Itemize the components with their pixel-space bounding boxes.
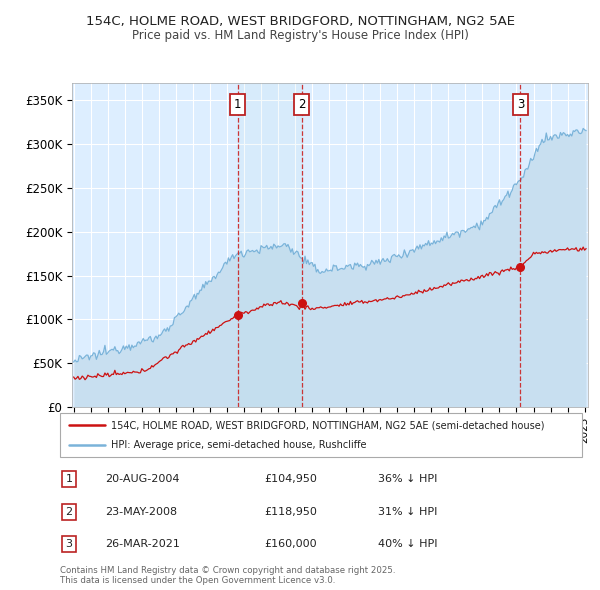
Text: 1: 1	[234, 98, 241, 111]
Text: 23-MAY-2008: 23-MAY-2008	[105, 507, 177, 517]
Text: 36% ↓ HPI: 36% ↓ HPI	[378, 474, 437, 484]
Text: Contains HM Land Registry data © Crown copyright and database right 2025.
This d: Contains HM Land Registry data © Crown c…	[60, 566, 395, 585]
Bar	[238, 83, 302, 407]
Text: 2: 2	[298, 98, 305, 111]
Text: 40% ↓ HPI: 40% ↓ HPI	[378, 539, 437, 549]
Text: 3: 3	[517, 98, 524, 111]
Text: 31% ↓ HPI: 31% ↓ HPI	[378, 507, 437, 517]
Text: 26-MAR-2021: 26-MAR-2021	[105, 539, 180, 549]
Text: 3: 3	[65, 539, 73, 549]
Text: 154C, HOLME ROAD, WEST BRIDGFORD, NOTTINGHAM, NG2 5AE: 154C, HOLME ROAD, WEST BRIDGFORD, NOTTIN…	[86, 15, 515, 28]
Text: 1: 1	[65, 474, 73, 484]
Text: £160,000: £160,000	[264, 539, 317, 549]
Text: Price paid vs. HM Land Registry's House Price Index (HPI): Price paid vs. HM Land Registry's House …	[131, 30, 469, 42]
Text: 154C, HOLME ROAD, WEST BRIDGFORD, NOTTINGHAM, NG2 5AE (semi-detached house): 154C, HOLME ROAD, WEST BRIDGFORD, NOTTIN…	[111, 421, 545, 430]
Text: 2: 2	[65, 507, 73, 517]
Text: HPI: Average price, semi-detached house, Rushcliffe: HPI: Average price, semi-detached house,…	[111, 440, 367, 450]
Text: 20-AUG-2004: 20-AUG-2004	[105, 474, 179, 484]
Text: £104,950: £104,950	[264, 474, 317, 484]
Text: £118,950: £118,950	[264, 507, 317, 517]
